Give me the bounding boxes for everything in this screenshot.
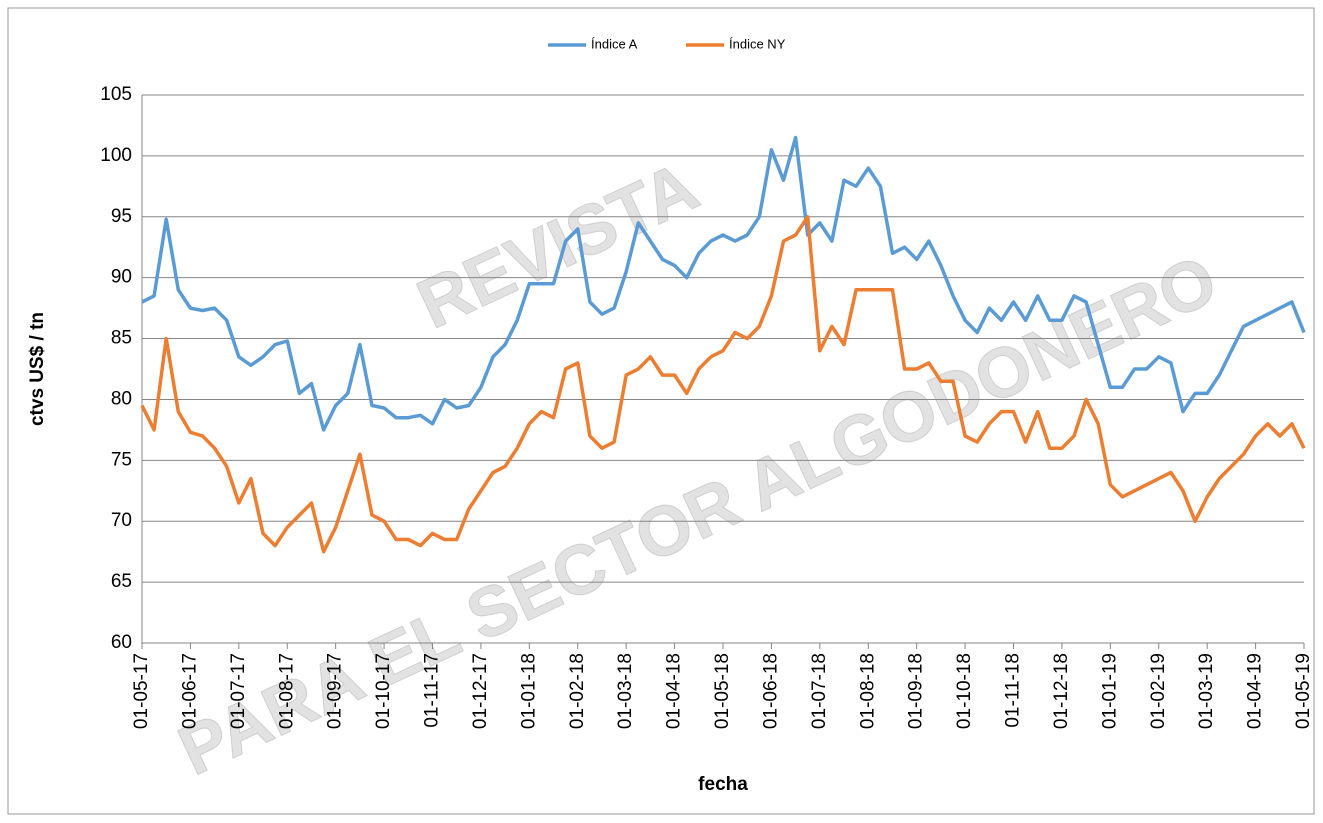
- y-tick-label: 90: [111, 267, 132, 288]
- x-axis-title: fecha: [698, 774, 748, 795]
- x-tick-label: 01-07-18: [809, 653, 830, 729]
- x-tick-label: 01-12-18: [1051, 653, 1072, 729]
- x-tick-label: 01-10-18: [954, 653, 975, 729]
- legend-label: Índice A: [591, 36, 638, 51]
- x-tick-label: 01-05-17: [131, 653, 152, 729]
- x-tick-label: 01-01-18: [518, 653, 539, 729]
- chart-frame: [7, 7, 1315, 815]
- y-tick-label: 80: [111, 388, 132, 409]
- x-tick-label: 01-04-18: [664, 653, 685, 729]
- legend-label: Índice NY: [729, 36, 786, 51]
- y-tick-label: 70: [111, 510, 132, 531]
- x-tick-label: 01-01-19: [1099, 653, 1120, 729]
- x-tick-label: 01-09-17: [325, 653, 346, 729]
- y-tick-label: 75: [111, 449, 132, 470]
- x-tick-label: 01-05-18: [712, 653, 733, 729]
- line-series: [141, 135, 1306, 432]
- x-tick-label: 01-02-19: [1148, 653, 1169, 729]
- x-tick-label: 01-12-17: [470, 653, 491, 729]
- x-tick-label: 01-02-18: [567, 653, 588, 729]
- y-tick-label: 100: [100, 145, 132, 166]
- x-tick-label: 01-05-19: [1293, 653, 1314, 729]
- y-tick-label: 60: [111, 632, 132, 653]
- x-tick-label: 01-09-18: [906, 653, 927, 729]
- line-series: [140, 215, 1306, 554]
- y-tick-label: 65: [111, 571, 132, 592]
- x-tick-label: 01-04-19: [1245, 653, 1266, 729]
- x-tick-label: 01-11-17: [422, 653, 443, 728]
- x-tick-label: 01-08-17: [276, 653, 297, 729]
- x-tick-label: 01-07-17: [228, 653, 249, 729]
- y-tick-label: 85: [111, 328, 132, 349]
- x-tick-label: 01-06-17: [179, 653, 200, 729]
- y-tick-label: 95: [111, 206, 132, 227]
- y-axis-title: ctvs US$ / tn: [27, 312, 48, 426]
- x-tick-label: 01-08-18: [857, 653, 878, 729]
- x-tick-label: 01-03-19: [1196, 653, 1217, 729]
- y-tick-label: 105: [100, 84, 132, 105]
- x-tick-label: 01-11-18: [1003, 653, 1024, 728]
- x-tick-label: 01-06-18: [760, 653, 781, 729]
- x-tick-label: 01-03-18: [615, 653, 636, 729]
- x-tick-label: 01-10-17: [373, 653, 394, 729]
